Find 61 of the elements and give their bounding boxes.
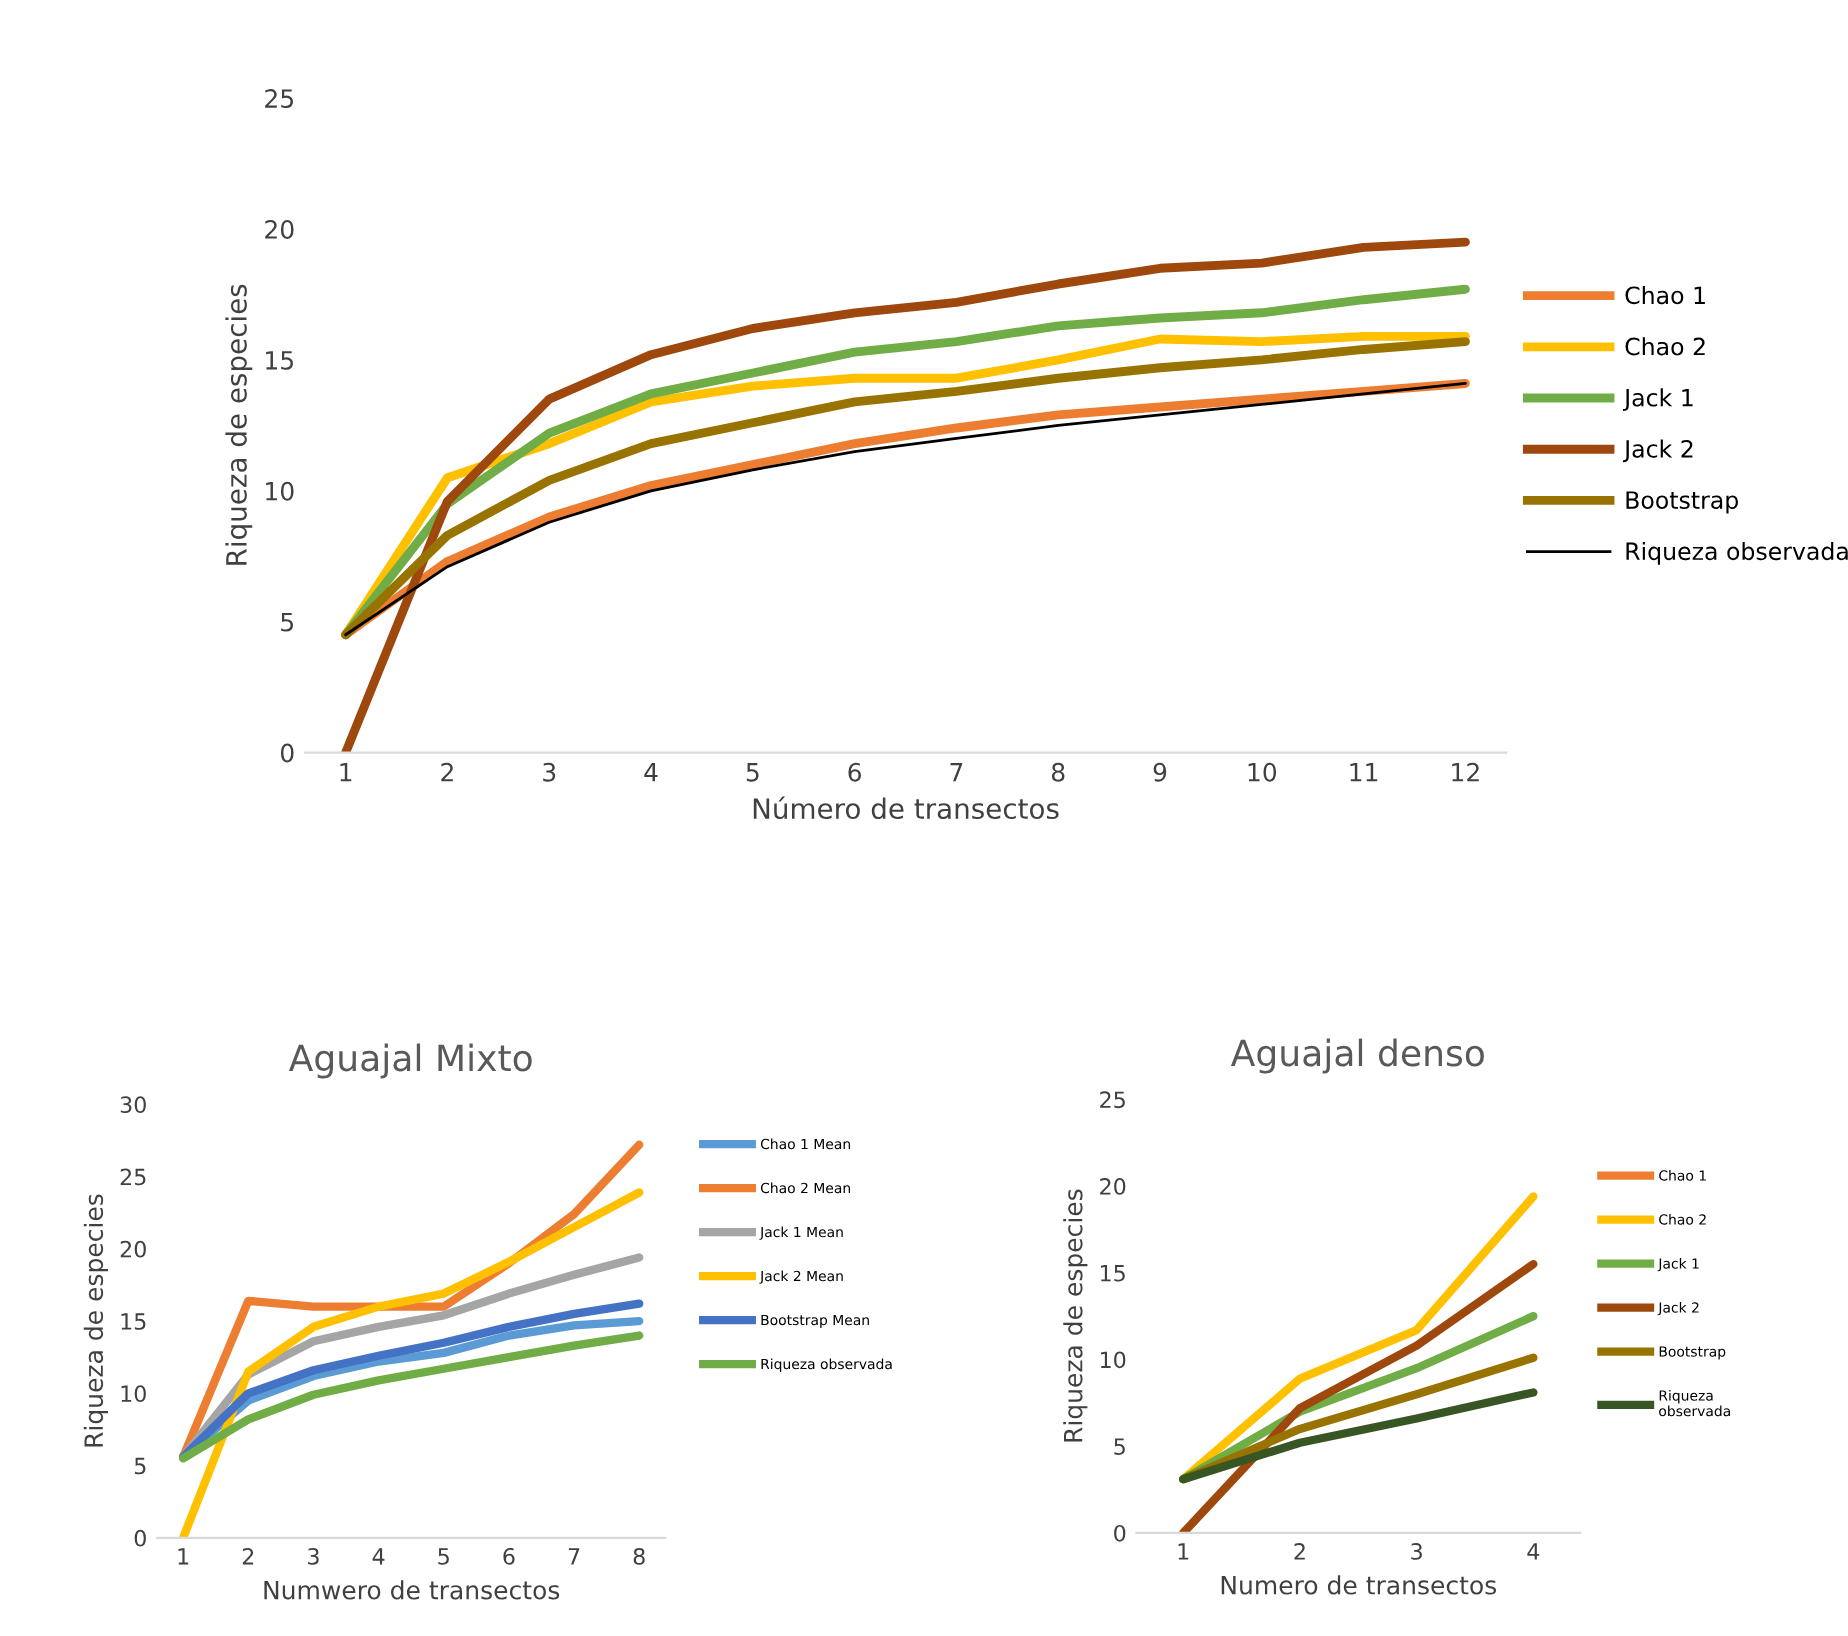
x-tick-label: 9 [1153, 762, 1167, 782]
x-tick-label: 2 [441, 762, 453, 782]
x-tick-label: 4 [372, 1548, 385, 1565]
x-tick-label: 5 [438, 1548, 449, 1565]
y-axis-title: Riqueza de especies [1063, 1189, 1088, 1442]
legend-label: Chao 2 [1625, 337, 1705, 356]
y-tick-label: 20 [1100, 1178, 1126, 1195]
x-tick-label: 4 [644, 763, 658, 782]
legend-label: Riqueza observada [1626, 541, 1848, 565]
x-tick-label: 8 [1051, 762, 1065, 782]
y-tick-label: 10 [121, 1385, 146, 1403]
y-tick-label: 15 [121, 1313, 146, 1330]
chart-title: Aguajal Mixto [288, 1043, 532, 1079]
legend-label: Jack 2 [1622, 439, 1693, 463]
line-series [1179, 1259, 1538, 1533]
x-tick-label: 7 [568, 1548, 580, 1565]
y-tick-label: 15 [266, 351, 294, 370]
line-series [341, 237, 1470, 753]
y-tick-label: 25 [265, 89, 294, 109]
x-tick-label: 6 [848, 762, 861, 782]
line-series [1179, 1388, 1538, 1484]
x-tick-label: 5 [746, 763, 759, 782]
x-tick-label: 8 [633, 1547, 645, 1565]
x-tick-label: 1 [178, 1548, 189, 1565]
y-tick-label: 0 [1114, 1524, 1126, 1542]
x-tick-label: 7 [950, 763, 963, 782]
y-tick-label: 20 [265, 219, 294, 239]
x-tick-label: 10 [1248, 762, 1277, 782]
y-tick-label: 5 [281, 612, 294, 632]
y-tick-label: 0 [280, 743, 294, 763]
x-tick-label: 1 [1178, 1543, 1189, 1560]
chart-title: Aguajal denso [1230, 1038, 1484, 1074]
x-axis-title: Numwero de transectos [264, 1580, 560, 1600]
x-tick-label: 4 [1527, 1543, 1540, 1560]
x-axis-title: Número de transectos [753, 796, 1059, 820]
y-tick-label: 30 [120, 1096, 146, 1114]
y-axis-title: Riqueza de especies [83, 1194, 108, 1447]
y-tick-label: 10 [1100, 1351, 1126, 1369]
y-tick-label: 20 [120, 1240, 146, 1258]
legend-label: Bootstrap [1626, 491, 1738, 514]
x-tick-label: 3 [543, 762, 556, 782]
x-tick-label: 2 [1294, 1543, 1305, 1560]
y-tick-label: 15 [1100, 1265, 1125, 1282]
y-axis-title: Riqueza de especies [225, 284, 253, 565]
line-series [178, 1188, 644, 1538]
y-tick-label: 0 [134, 1529, 146, 1547]
y-tick-label: 5 [1114, 1438, 1125, 1455]
y-tick-label: 5 [134, 1457, 146, 1475]
y-tick-label: 25 [120, 1168, 146, 1186]
x-axis-title: Numero de transectos [1221, 1575, 1497, 1595]
legend-label: Jack 1 [1622, 388, 1693, 412]
legend-label: Chao 1 [1625, 285, 1705, 305]
y-tick-label: 25 [1100, 1091, 1125, 1109]
x-tick-label: 3 [1411, 1543, 1422, 1560]
x-tick-label: 1 [340, 763, 352, 782]
x-tick-label: 2 [242, 1547, 254, 1565]
y-tick-label: 10 [266, 481, 294, 501]
x-tick-label: 12 [1452, 762, 1479, 782]
x-tick-label: 6 [503, 1547, 515, 1565]
x-tick-label: 11 [1350, 763, 1378, 782]
x-tick-label: 3 [308, 1547, 319, 1565]
